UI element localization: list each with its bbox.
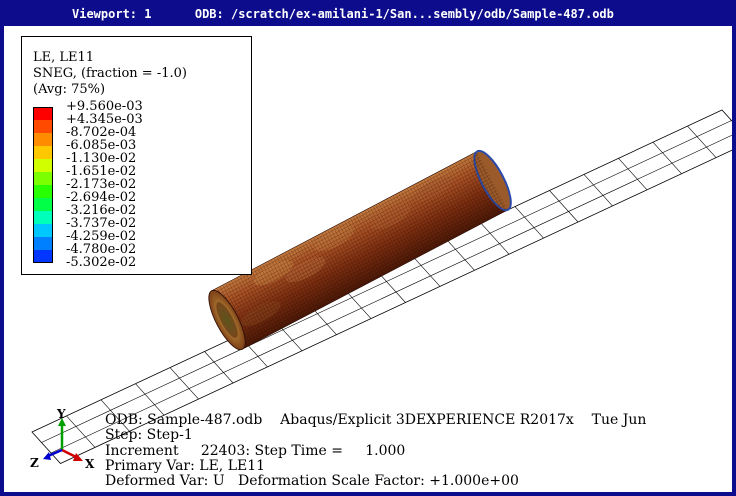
legend-tick-label: -2.694e-02: [66, 190, 137, 205]
viewport-frame-right: [732, 26, 736, 496]
legend-tick-label: -5.302e-02: [66, 255, 137, 270]
state-step-line: Step: Step-1: [105, 427, 193, 444]
x-axis-arrowhead: [73, 453, 83, 461]
y-axis-label: Y: [56, 407, 66, 421]
legend-tick-label: -3.216e-02: [66, 203, 137, 218]
legend-tick-label: -8.702e-04: [66, 125, 137, 140]
state-odb-line: ODB: Sample-487.odb Abaqus/Explicit 3DEX…: [105, 412, 647, 428]
viewport-label: Viewport: 1: [72, 7, 152, 21]
legend-variable: LE, LE11: [33, 50, 95, 65]
state-block: ODB: Sample-487.odb Abaqus/Explicit 3DEX…: [105, 412, 647, 490]
legend-tick-label: -1.651e-02: [66, 164, 137, 179]
legend-averaging: (Avg: 75%): [33, 82, 106, 97]
viewport-frame-left: [0, 26, 4, 496]
sample-cylinder: [208, 149, 512, 351]
legend-swatch: [33, 185, 53, 198]
legend-tick-label: +4.345e-03: [66, 112, 143, 127]
model-viewport[interactable]: [0, 26, 736, 496]
state-deformed-var-line: Deformed Var: U Deformation Scale Factor…: [105, 473, 519, 490]
legend-swatch: [33, 133, 53, 146]
view-triad: Y X Z: [30, 407, 95, 471]
legend-tick-label: -1.130e-02: [66, 151, 137, 166]
legend-swatch: [33, 107, 53, 120]
state-increment-line: Increment 22403: Step Time = 1.000: [105, 442, 406, 459]
legend-swatch: [33, 120, 53, 133]
legend-swatch: [33, 211, 53, 224]
y-axis-arrowhead: [58, 418, 66, 426]
viewport-title-bar: Viewport: 1 ODB: /scratch/ex-amilani-1/S…: [0, 0, 736, 26]
legend-swatch: [33, 224, 53, 237]
legend-swatch: [33, 159, 53, 172]
legend-tick-label: -6.085e-03: [66, 138, 137, 153]
legend-tick-label: -4.259e-02: [66, 229, 137, 244]
z-axis-label: Z: [30, 456, 39, 470]
x-axis-label: X: [85, 457, 95, 471]
contour-legend[interactable]: LE, LE11 SNEG, (fraction = -1.0) (Avg: 7…: [21, 36, 252, 275]
viewport-frame-bottom: [0, 492, 736, 496]
legend-tick-label: -3.737e-02: [66, 216, 137, 231]
legend-tick-label: -2.173e-02: [66, 177, 137, 192]
legend-swatch: [33, 250, 53, 263]
legend-swatch: [33, 172, 53, 185]
legend-section-point: SNEG, (fraction = -1.0): [33, 66, 187, 81]
z-axis-arrowhead: [43, 452, 51, 460]
legend-swatch: [33, 198, 53, 211]
odb-path: ODB: /scratch/ex-amilani-1/San...sembly/…: [194, 7, 614, 21]
state-primary-var-line: Primary Var: LE, LE11: [105, 457, 266, 474]
legend-swatch: [33, 237, 53, 250]
legend-swatch: [33, 146, 53, 159]
z-axis-arrow: [47, 448, 63, 458]
legend-tick-label: -4.780e-02: [66, 242, 137, 257]
legend-tick-label: +9.560e-03: [66, 99, 143, 114]
